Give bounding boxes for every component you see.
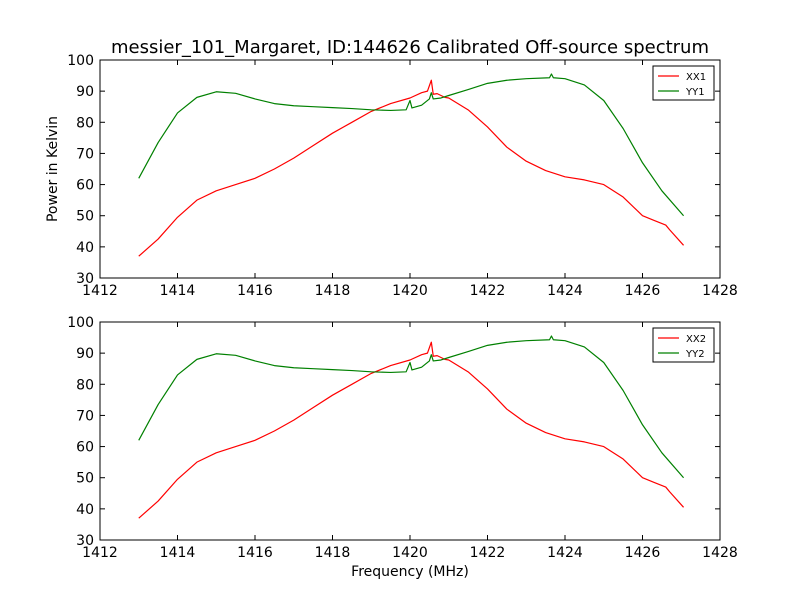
x-tick-label: 1426 [625, 545, 661, 561]
x-tick-label: 1422 [470, 283, 506, 299]
x-tick-label: 1420 [392, 283, 428, 299]
y-tick-label: 40 [76, 240, 94, 256]
x-tick-label: 1414 [160, 283, 196, 299]
y-tick-label: 50 [76, 209, 94, 225]
legend-box [652, 327, 715, 363]
figure-title: messier_101_Margaret, ID:144626 Calibrat… [111, 37, 709, 58]
y-tick-label: 100 [67, 53, 94, 69]
legend-label-yy1: YY1 [685, 87, 705, 98]
x-tick-label: 1414 [160, 545, 196, 561]
y-tick-label: 30 [76, 533, 94, 549]
x-tick-label: 1420 [392, 545, 428, 561]
y-axis-label: Power in Kelvin [45, 116, 61, 222]
legend-box [652, 65, 715, 101]
x-tick-label: 1416 [237, 283, 273, 299]
legend-label-xx1: XX1 [686, 72, 706, 83]
x-tick-label: 1426 [625, 283, 661, 299]
series-group [138, 73, 685, 257]
x-tick-label: 1428 [702, 283, 738, 299]
y-tick-label: 90 [76, 346, 94, 362]
series-line-xx1 [138, 79, 685, 257]
legend-label-yy2: YY2 [685, 349, 705, 360]
plots-container: 1412 1414 1416 1418 1420 1422 1424 1426 1428 30 40… [45, 53, 738, 580]
y-tick-label: 40 [76, 502, 94, 518]
y-tick-label: 90 [76, 84, 94, 100]
y-tick-label: 60 [76, 178, 94, 194]
x-tick-label: 1424 [547, 545, 583, 561]
series-line-xx2 [138, 341, 685, 519]
x-tick-label: 1424 [547, 283, 583, 299]
y-tick-label: 80 [76, 115, 94, 131]
legend-label-xx2: XX2 [686, 334, 706, 345]
x-tick-label: 1428 [702, 545, 738, 561]
x-axis-label: Frequency (MHz) [351, 564, 469, 580]
series-line-yy2 [138, 335, 685, 479]
series-group [138, 335, 685, 519]
y-tick-label: 50 [76, 471, 94, 487]
series-line-yy1 [138, 73, 685, 217]
y-tick-label: 100 [67, 315, 94, 331]
y-tick-label: 70 [76, 146, 94, 162]
plot-area [100, 60, 720, 278]
x-tick-label: 1416 [237, 545, 273, 561]
x-tick-label: 1422 [470, 545, 506, 561]
x-tick-label: 1412 [82, 545, 118, 561]
x-tick-label: 1418 [315, 545, 351, 561]
y-tick-label: 80 [76, 377, 94, 393]
chart-panel-2: 1412 1414 1416 1418 1420 1422 1424 1426 1428 30 40… [67, 315, 738, 580]
chart-panel-1: 1412 1414 1416 1418 1420 1422 1424 1426 1428 30 40… [45, 53, 738, 299]
y-tick-label: 60 [76, 440, 94, 456]
y-tick-label: 70 [76, 408, 94, 424]
x-tick-label: 1412 [82, 283, 118, 299]
plot-area [100, 322, 720, 540]
x-tick-label: 1418 [315, 283, 351, 299]
y-tick-label: 30 [76, 271, 94, 287]
